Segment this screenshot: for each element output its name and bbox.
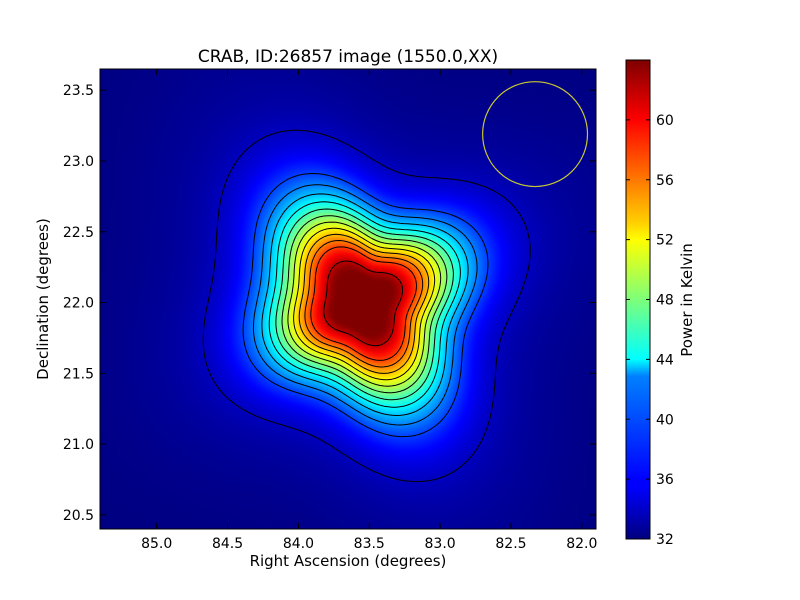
colorbar-tick-label: 56 bbox=[656, 173, 674, 189]
colorbar-tick-label: 40 bbox=[656, 412, 674, 428]
heatmap-layer bbox=[100, 69, 596, 529]
y-tick-label: 21.0 bbox=[63, 437, 94, 453]
plot-frame bbox=[99, 68, 597, 530]
x-axis-ticks: 85.0 84.5 84.0 83.5 83.0 82.5 82.0 bbox=[141, 69, 597, 552]
contour-line bbox=[275, 208, 454, 401]
heatmap-image bbox=[100, 69, 596, 529]
contour-line bbox=[287, 221, 442, 387]
y-tick-label: 23.5 bbox=[63, 83, 94, 99]
x-tick-label: 85.0 bbox=[141, 536, 172, 552]
x-tick-label: 83.5 bbox=[354, 536, 385, 552]
colorbar-tick-label: 52 bbox=[656, 233, 674, 249]
colorbar-tick-label: 36 bbox=[656, 472, 674, 488]
contour-line bbox=[268, 201, 461, 408]
contour-line bbox=[281, 215, 448, 394]
x-tick-label: 84.0 bbox=[283, 536, 314, 552]
colorbar-tick-label: 44 bbox=[656, 352, 674, 368]
y-tick-label: 22.0 bbox=[63, 296, 94, 312]
beam-circle bbox=[482, 81, 589, 188]
colorbar-label: Power in Kelvin bbox=[678, 243, 696, 357]
y-axis-ticks: 20.5 21.0 21.5 22.0 22.5 23.0 23.5 bbox=[63, 83, 596, 524]
y-tick-label: 21.5 bbox=[63, 366, 94, 382]
contour-lines bbox=[202, 129, 531, 483]
contour-line bbox=[242, 173, 489, 438]
contour-line bbox=[298, 233, 430, 374]
contour-line bbox=[252, 184, 478, 426]
colorbar-tick-label: 32 bbox=[656, 532, 674, 548]
y-tick-label: 23.0 bbox=[63, 154, 94, 170]
contour-line bbox=[261, 193, 469, 416]
y-tick-label: 20.5 bbox=[63, 508, 94, 524]
y-tick-label: 22.5 bbox=[63, 225, 94, 241]
contour-line bbox=[323, 260, 404, 347]
contour-line bbox=[202, 129, 531, 483]
y-axis-label: Declination (degrees) bbox=[34, 218, 52, 380]
x-tick-label: 82.5 bbox=[495, 536, 526, 552]
x-axis-label: Right Ascension (degrees) bbox=[250, 552, 447, 570]
colorbar-tick-label: 48 bbox=[656, 293, 674, 309]
chart-title: CRAB, ID:26857 image (1550.0,XX) bbox=[198, 47, 498, 67]
x-tick-label: 82.0 bbox=[566, 536, 597, 552]
x-tick-label: 84.5 bbox=[212, 536, 243, 552]
contour-line bbox=[293, 227, 436, 381]
colorbar-tick-label: 60 bbox=[656, 113, 674, 129]
contour-line bbox=[304, 240, 424, 368]
colorbar-ticks: 32 36 40 44 48 52 56 60 bbox=[626, 113, 674, 548]
contour-line bbox=[310, 246, 417, 361]
x-tick-label: 83.0 bbox=[425, 536, 456, 552]
